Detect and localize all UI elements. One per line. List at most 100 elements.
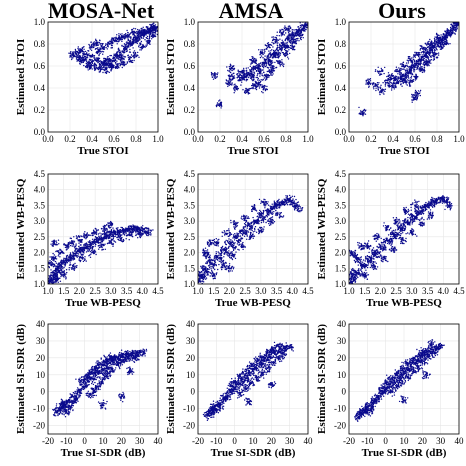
data-point — [415, 53, 417, 55]
data-point — [254, 61, 257, 63]
data-point — [218, 100, 220, 102]
data-point — [145, 44, 147, 46]
data-point — [437, 46, 439, 48]
data-point — [386, 75, 388, 78]
data-point — [260, 49, 262, 51]
data-point — [396, 79, 398, 82]
data-point — [369, 83, 372, 86]
y-tick-label: 4.5 — [34, 169, 46, 179]
data-point — [261, 86, 263, 89]
data-point — [443, 45, 445, 47]
data-point — [264, 48, 266, 51]
data-point — [54, 278, 56, 281]
data-point — [107, 60, 109, 63]
data-point — [405, 72, 408, 74]
data-point — [97, 241, 99, 243]
data-point — [439, 37, 441, 40]
data-point — [119, 60, 122, 62]
data-point — [102, 239, 104, 241]
y-tick-label: 0.6 — [184, 61, 196, 71]
y-tick-label: 0.2 — [184, 105, 195, 115]
data-point — [250, 62, 253, 64]
data-point — [383, 88, 385, 91]
data-point — [244, 70, 246, 72]
data-point — [450, 23, 452, 26]
data-point — [302, 37, 304, 39]
data-point — [83, 244, 85, 246]
data-point — [271, 69, 273, 71]
data-point — [424, 48, 427, 50]
data-point — [303, 30, 305, 32]
data-point — [403, 78, 405, 81]
data-point — [426, 57, 428, 59]
data-point — [456, 20, 457, 21]
data-point — [97, 61, 100, 63]
x-tick-label: 3.5 — [121, 286, 133, 296]
data-point — [110, 58, 112, 61]
data-point — [293, 49, 295, 51]
x-tick-label: 2.0 — [74, 286, 86, 296]
data-point — [76, 60, 78, 62]
data-point — [287, 27, 290, 30]
data-point — [111, 40, 113, 43]
y-tick-label: 0.8 — [34, 39, 46, 49]
data-point — [245, 80, 247, 82]
data-point — [247, 67, 249, 69]
data-point — [288, 25, 291, 27]
data-point — [423, 67, 426, 69]
data-point — [265, 64, 268, 66]
data-point — [87, 243, 89, 246]
data-point — [81, 55, 84, 57]
data-point — [291, 29, 294, 31]
data-point — [131, 39, 133, 41]
data-point — [437, 52, 440, 54]
data-point — [279, 38, 281, 40]
data-point — [431, 52, 434, 54]
data-point — [284, 50, 287, 52]
data-point — [413, 60, 416, 62]
data-point — [271, 67, 274, 70]
data-point — [395, 85, 397, 88]
scatter-panel-stoi-3: 0.0 0.2 0.4 0.6 0.8 1.00.00.20.40.60.81.0True… — [316, 17, 465, 157]
data-point — [72, 51, 74, 53]
data-point — [127, 37, 129, 39]
x-tick-label: 4.0 — [137, 286, 149, 296]
data-point — [426, 42, 428, 44]
data-point — [156, 26, 158, 29]
data-point — [81, 62, 83, 64]
data-point — [400, 72, 402, 75]
data-point — [434, 49, 436, 52]
data-point — [418, 53, 420, 55]
data-point — [444, 34, 446, 36]
data-point — [93, 57, 95, 59]
data-point — [416, 54, 419, 56]
data-point — [401, 64, 403, 66]
data-point — [126, 45, 129, 48]
data-point — [435, 33, 438, 35]
data-point — [310, 20, 311, 21]
data-point — [77, 254, 79, 257]
data-point — [214, 72, 216, 75]
data-point — [72, 55, 75, 58]
data-point — [414, 79, 417, 81]
data-point — [108, 63, 111, 65]
data-point — [94, 68, 96, 71]
data-point — [137, 28, 139, 31]
data-point — [378, 70, 381, 73]
data-point — [213, 73, 216, 76]
data-point — [89, 55, 92, 57]
data-point — [79, 252, 82, 254]
data-point — [406, 69, 408, 72]
data-point — [281, 45, 284, 47]
data-point — [453, 25, 456, 27]
data-point — [450, 32, 453, 34]
data-point — [133, 59, 135, 62]
data-point — [104, 64, 107, 66]
data-point — [431, 47, 433, 49]
data-point — [449, 34, 452, 37]
data-point — [390, 84, 393, 87]
data-point — [264, 75, 266, 77]
data-point — [363, 111, 365, 114]
data-point — [264, 60, 267, 62]
data-point — [245, 67, 247, 69]
